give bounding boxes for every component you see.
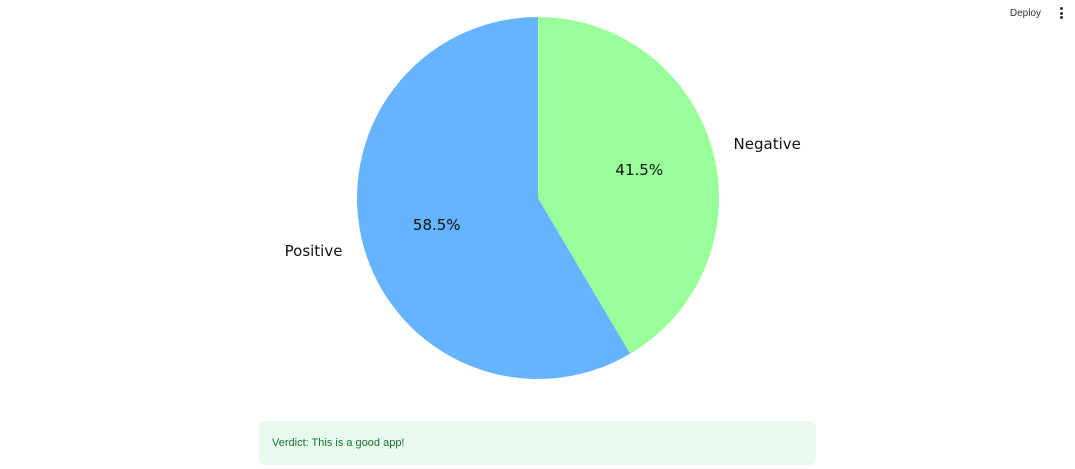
pie-chart: 41.5% Negative 58.5% Positive [285, 17, 801, 379]
verdict-alert: Verdict: This is a good app! [259, 421, 816, 465]
pie-category-label-positive: Positive [285, 242, 343, 260]
pie-slice-positive [357, 17, 631, 379]
pie-pct-label-positive: 58.5% [413, 216, 461, 234]
pie-chart-container: 41.5% Negative 58.5% Positive [285, 17, 801, 379]
verdict-text: Verdict: This is a good app! [272, 437, 405, 449]
deploy-button[interactable]: Deploy [1009, 8, 1041, 19]
pie-slice-negative [538, 17, 720, 354]
vertical-ellipsis-icon[interactable] [1056, 6, 1066, 22]
pie-category-label-negative: Negative [734, 135, 801, 153]
pie-pct-label-negative: 41.5% [615, 161, 663, 179]
